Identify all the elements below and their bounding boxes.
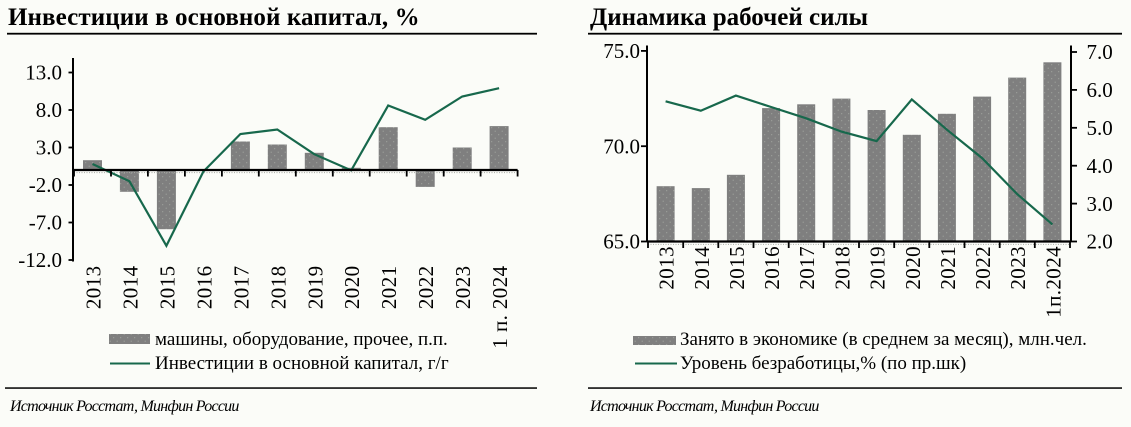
- svg-text:2014: 2014: [118, 265, 142, 309]
- svg-text:1п.2024: 1п.2024: [1041, 246, 1065, 318]
- svg-text:2.0: 2.0: [1087, 230, 1113, 254]
- svg-text:Источник Росстат, Минфин Росси: Источник Росстат, Минфин России: [9, 398, 239, 415]
- svg-text:-12.0: -12.0: [18, 248, 62, 272]
- svg-text:3.0: 3.0: [1087, 192, 1113, 216]
- svg-text:70.0: 70.0: [603, 134, 640, 158]
- svg-text:Инвестиции в основной капитал,: Инвестиции в основной капитал, %: [8, 4, 420, 31]
- svg-text:-7.0: -7.0: [29, 211, 62, 235]
- svg-text:75.0: 75.0: [603, 39, 640, 63]
- svg-text:2018: 2018: [830, 246, 854, 290]
- svg-text:2021: 2021: [377, 266, 401, 310]
- svg-text:2019: 2019: [866, 246, 890, 290]
- svg-text:4.0: 4.0: [1087, 154, 1113, 178]
- svg-text:Занято в экономике (в среднем: Занято в экономике (в среднем за месяц),…: [680, 329, 1087, 350]
- svg-text:2017: 2017: [795, 246, 819, 290]
- svg-text:3.0: 3.0: [36, 136, 62, 160]
- svg-text:2018: 2018: [266, 266, 290, 310]
- svg-text:2016: 2016: [192, 266, 216, 310]
- svg-text:2020: 2020: [901, 246, 925, 290]
- svg-text:2023: 2023: [1006, 246, 1030, 290]
- svg-text:1 п. 2024: 1 п. 2024: [488, 265, 512, 348]
- svg-text:2022: 2022: [971, 246, 995, 290]
- svg-text:2023: 2023: [451, 266, 475, 310]
- svg-text:Динамика рабочей силы: Динамика рабочей силы: [590, 4, 868, 31]
- svg-text:-2.0: -2.0: [29, 173, 62, 197]
- svg-text:8.0: 8.0: [36, 98, 62, 122]
- svg-text:65.0: 65.0: [603, 230, 640, 254]
- svg-text:Источник Росстат, Минфин Росси: Источник Росстат, Минфин России: [589, 398, 819, 415]
- svg-text:13.0: 13.0: [25, 61, 62, 85]
- svg-text:2016: 2016: [760, 246, 784, 290]
- svg-text:2020: 2020: [340, 266, 364, 310]
- svg-text:2015: 2015: [725, 246, 749, 290]
- svg-text:Уровень безработицы,% (по пр.ш: Уровень безработицы,% (по пр.шк): [680, 353, 966, 374]
- svg-text:2013: 2013: [82, 266, 106, 310]
- svg-text:2013: 2013: [655, 246, 679, 290]
- svg-text:5.0: 5.0: [1087, 116, 1113, 140]
- svg-text:2015: 2015: [155, 266, 179, 310]
- svg-text:Инвестиции в основной капитал,: Инвестиции в основной капитал, г/г: [155, 353, 449, 374]
- svg-text:2014: 2014: [690, 246, 714, 290]
- svg-text:2017: 2017: [229, 266, 253, 310]
- svg-text:2022: 2022: [414, 266, 438, 310]
- svg-text:2019: 2019: [303, 266, 327, 310]
- svg-text:машины, оборудование, прочее,: машины, оборудование, прочее, п.п.: [155, 329, 448, 350]
- svg-text:7.0: 7.0: [1087, 40, 1113, 64]
- svg-text:2021: 2021: [936, 246, 960, 290]
- svg-text:6.0: 6.0: [1087, 78, 1113, 102]
